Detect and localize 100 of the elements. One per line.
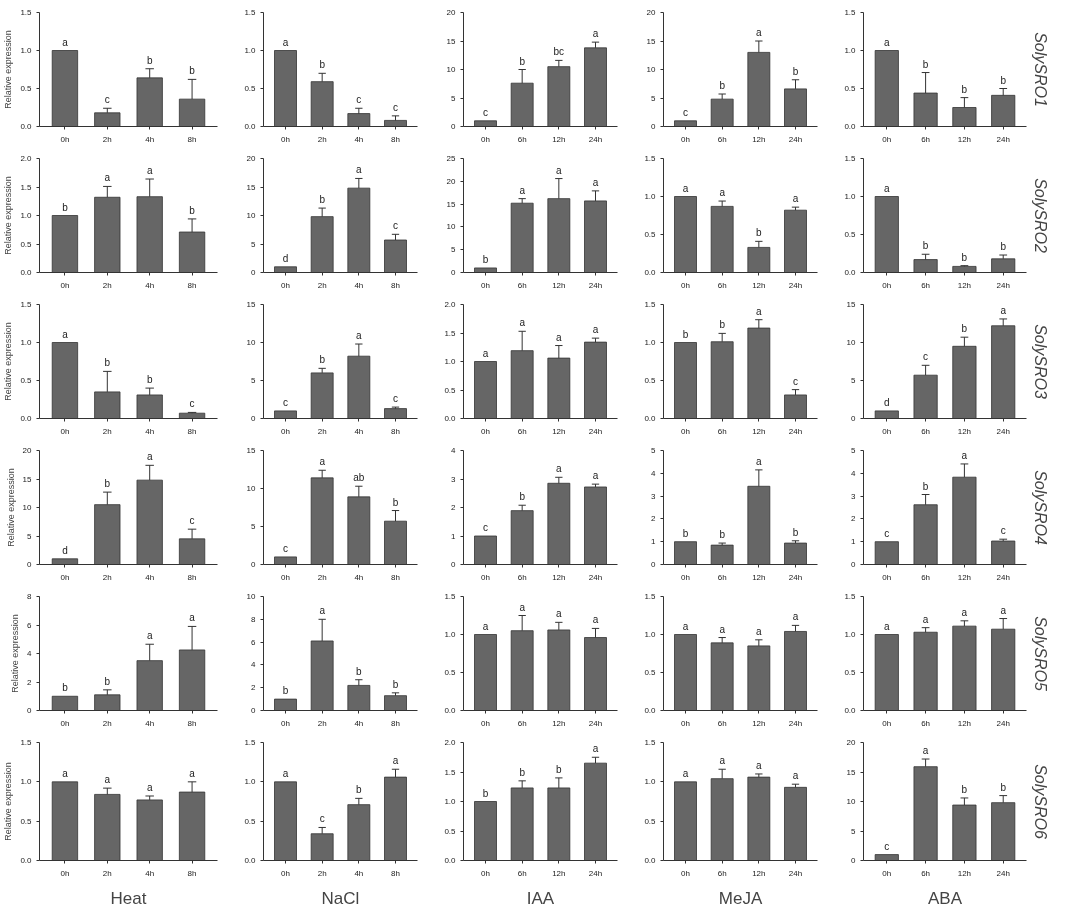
annotation: b (282, 685, 289, 697)
x-tick-label: 12h (552, 718, 566, 728)
annotation: a (62, 36, 69, 48)
y-tick-label: 0 (451, 122, 457, 131)
y-tick-label: 1.0 (444, 357, 457, 366)
y-tick-label: 1 (851, 537, 857, 547)
annotation: a (282, 767, 289, 779)
x-tick-label: 4h (145, 426, 155, 436)
y-tick-label: 0.0 (644, 268, 657, 277)
y-tick-label: 1.5 (644, 592, 657, 601)
x-tick-label: 0h (882, 280, 892, 290)
annotation: b (146, 54, 153, 66)
y-tick-label: 1.0 (20, 211, 33, 220)
annotation: b (146, 374, 153, 386)
y-tick-label: 1.5 (644, 738, 657, 747)
y-tick-label: 1.5 (244, 738, 257, 747)
y-tick-label: 2.0 (20, 154, 33, 163)
x-tick-label: 8h (187, 718, 197, 728)
x-tick-label: 6h (717, 868, 727, 878)
y-tick-label: 3 (451, 474, 457, 484)
y-tick-label: 0.5 (244, 816, 257, 826)
y-tick-label: 4 (651, 468, 657, 478)
y-tick-label: 0.5 (644, 376, 657, 385)
annotation: c (483, 106, 488, 118)
x-tick-label: 8h (187, 572, 197, 582)
y-tick-label: 0 (651, 122, 657, 131)
y-axis-title: Relative expression (5, 468, 16, 547)
annotation: b (961, 783, 968, 795)
x-tick-label: 2h (317, 134, 327, 144)
annotation: a (104, 172, 111, 184)
y-tick-label: 2 (251, 683, 257, 693)
x-tick-label: 6h (921, 572, 931, 582)
x-tick-label: 6h (717, 572, 727, 582)
y-tick-label: 2.0 (444, 738, 457, 747)
y-tick-label: 1.5 (644, 300, 657, 309)
annotation: d (62, 544, 68, 556)
y-tick-label: 20 (446, 8, 457, 17)
annotation: a (719, 623, 726, 635)
x-tick-label: 0h (481, 572, 490, 582)
x-tick-label: 0h (882, 718, 892, 728)
y-tick-label: 0.5 (844, 230, 857, 239)
annotation: b (62, 682, 69, 694)
y-tick-label: 0.0 (844, 706, 857, 715)
annotation: a (556, 164, 563, 176)
x-tick-label: 12h (752, 718, 766, 728)
x-tick-label: 24h (788, 134, 803, 144)
x-axis-title: ABA (927, 888, 963, 908)
y-tick-label: 0 (251, 414, 257, 423)
y-axis-title: Relative expression (3, 30, 14, 109)
annotation: a (922, 613, 929, 625)
y-tick-label: 10 (446, 65, 457, 74)
y-tick-label: 1.0 (844, 192, 857, 201)
annotation: a (556, 463, 563, 475)
y-tick-label: 0.0 (644, 706, 657, 715)
x-tick-label: 0h (281, 280, 290, 290)
x-tick-label: 6h (717, 280, 727, 290)
x-tick-label: 4h (145, 868, 155, 878)
x-tick-label: 0h (281, 718, 290, 728)
y-tick-label: 15 (246, 300, 257, 309)
x-tick-label: 24h (588, 134, 603, 144)
x-tick-label: 24h (788, 572, 803, 582)
y-tick-label: 10 (846, 338, 857, 347)
x-tick-label: 6h (517, 134, 527, 144)
annotation: c (319, 813, 325, 825)
annotation: a (592, 324, 599, 336)
y2-axis-title: SolySRO6 (1031, 764, 1049, 839)
annotation: b (961, 251, 968, 263)
y-tick-label: 0.0 (444, 414, 457, 423)
y-tick-label: 20 (846, 738, 857, 747)
x-tick-label: 6h (717, 426, 727, 436)
annotation: c (884, 527, 890, 539)
y-tick-label: 10 (646, 65, 657, 74)
x-tick-label: 2h (102, 280, 112, 290)
x-tick-label: 8h (187, 868, 197, 878)
y-tick-label: 0 (251, 268, 257, 277)
x-axis-title: NaCl (321, 888, 360, 908)
x-tick-label: 2h (317, 868, 327, 878)
y-tick-label: 0.0 (644, 856, 657, 865)
y-tick-label: 1.0 (644, 192, 657, 201)
annotation: b (682, 527, 689, 539)
annotation: b (356, 665, 363, 677)
x-tick-label: 6h (517, 572, 527, 582)
x-tick-label: 8h (391, 572, 400, 582)
annotation: b (556, 763, 563, 775)
y-tick-label: 0.5 (20, 84, 33, 93)
y-tick-label: 0.0 (20, 268, 33, 277)
annotation: b (104, 357, 111, 369)
annotation: a (519, 317, 526, 329)
annotation: c (104, 94, 110, 106)
x-tick-label: 12h (752, 572, 766, 582)
y-tick-label: 1.0 (644, 630, 657, 639)
x-tick-label: 4h (354, 134, 364, 144)
x-tick-label: 6h (921, 868, 931, 878)
annotation: a (319, 605, 326, 617)
x-tick-label: 12h (957, 572, 972, 582)
y-tick-label: 10 (846, 797, 857, 806)
y-tick-label: 0.0 (20, 122, 33, 131)
annotation: a (319, 456, 326, 468)
x-tick-label: 8h (391, 280, 400, 290)
y-tick-label: 2.0 (444, 300, 457, 309)
